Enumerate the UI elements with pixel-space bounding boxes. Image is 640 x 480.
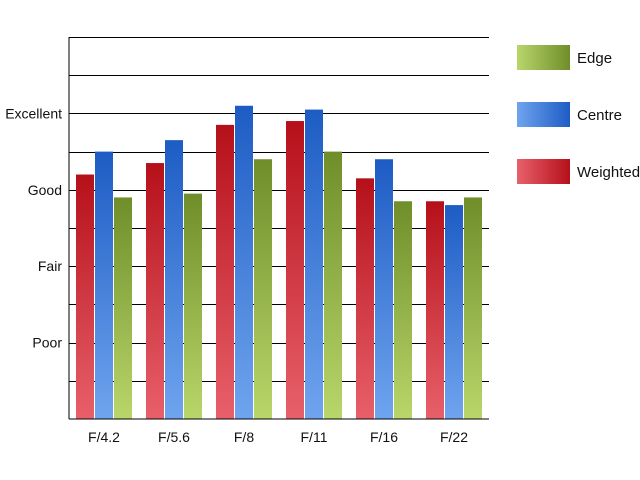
bar-edge-f-4-2 — [114, 197, 132, 419]
bar-edge-f-8 — [254, 159, 272, 420]
bar-weighted-f-8 — [216, 124, 234, 420]
bars — [76, 105, 482, 420]
legend-swatch-weighted — [517, 159, 570, 184]
x-tick-label: F/16 — [370, 429, 398, 445]
bar-weighted-f-5-6 — [146, 163, 164, 419]
bar-centre-f-4-2 — [95, 151, 113, 419]
x-tick-label: F/8 — [234, 429, 254, 445]
bar-edge-f-16 — [394, 201, 412, 419]
x-tick-labels: F/4.2 F/5.6 F/8 F/11 F/16 F/22 — [88, 429, 468, 445]
y-tick-label: Poor — [32, 335, 62, 351]
bar-edge-f-11 — [324, 151, 342, 419]
x-tick-label: F/4.2 — [88, 429, 120, 445]
bar-centre-f-22 — [445, 205, 463, 419]
legend: Edge Centre Weighted — [517, 45, 640, 184]
legend-label-weighted: Weighted — [577, 164, 640, 181]
bar-weighted-f-22 — [426, 201, 444, 419]
gridlines — [69, 37, 489, 382]
bar-centre-f-5-6 — [165, 140, 183, 419]
bar-weighted-f-4-2 — [76, 174, 94, 419]
legend-swatch-centre — [517, 102, 570, 127]
y-tick-label: Excellent — [5, 105, 62, 121]
y-tick-label: Good — [28, 182, 62, 198]
bar-edge-f-22 — [464, 197, 482, 419]
bar-centre-f-8 — [235, 105, 253, 419]
axes — [68, 37, 489, 420]
legend-label-centre: Centre — [577, 107, 622, 124]
bar-centre-f-11 — [305, 109, 323, 419]
bar-weighted-f-16 — [356, 178, 374, 419]
bar-centre-f-16 — [375, 159, 393, 420]
bar-edge-f-5-6 — [184, 193, 202, 419]
x-tick-label: F/11 — [301, 429, 328, 445]
legend-swatch-edge — [517, 45, 570, 70]
x-tick-label: F/22 — [440, 429, 468, 445]
x-tick-label: F/5.6 — [158, 429, 190, 445]
legend-label-edge: Edge — [577, 50, 612, 67]
bar-weighted-f-11 — [286, 121, 304, 419]
y-tick-label: Fair — [38, 258, 62, 274]
y-tick-labels: Poor Fair Good Excellent — [5, 105, 62, 350]
